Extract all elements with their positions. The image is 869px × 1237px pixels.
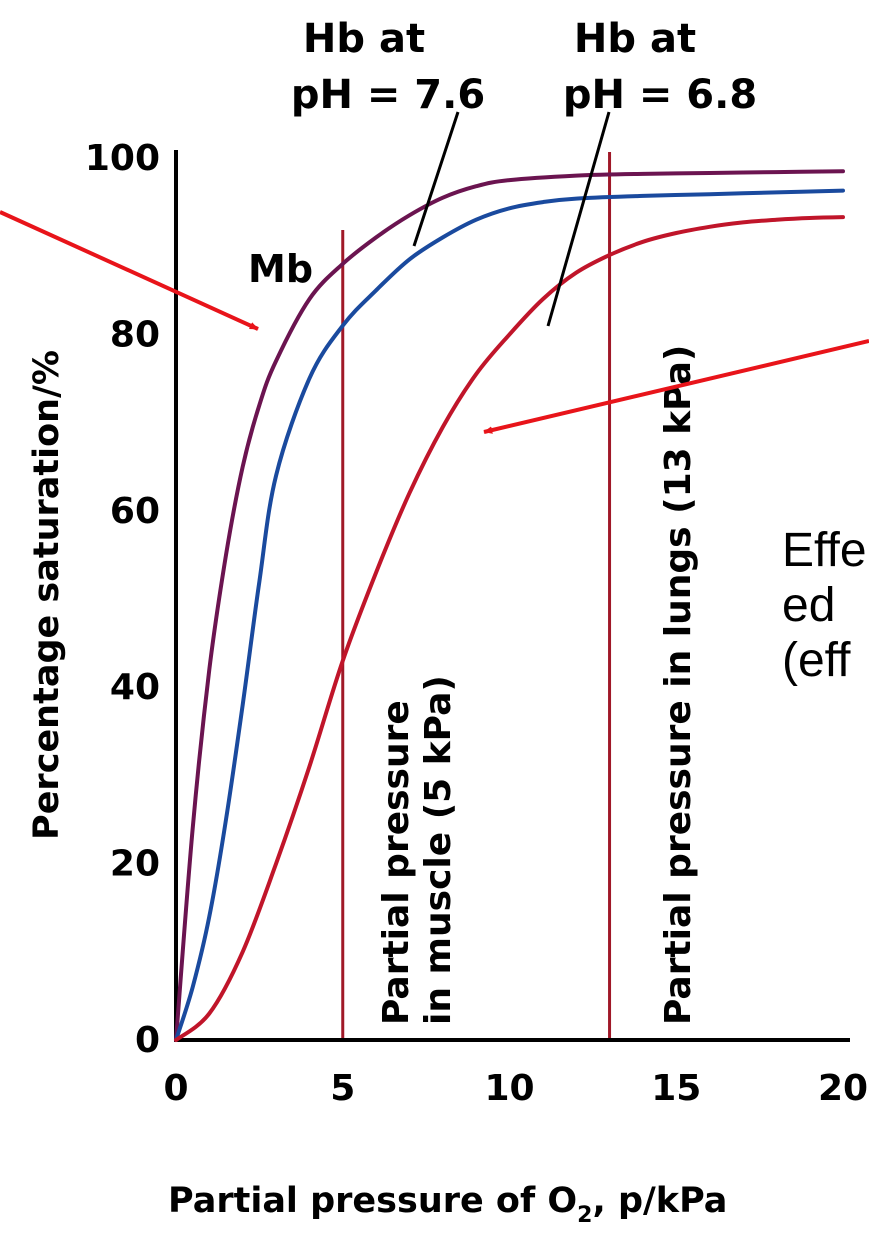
x-tick-label: 20 bbox=[818, 1068, 868, 1109]
y-tick-label: 20 bbox=[110, 844, 160, 885]
hb76-label-line2: pH = 7.6 bbox=[291, 72, 485, 118]
hb76-leader-line bbox=[412, 111, 460, 247]
x-tick-label: 10 bbox=[484, 1068, 534, 1109]
y-tick-label: 60 bbox=[110, 491, 160, 532]
x-tick-label: 0 bbox=[163, 1068, 188, 1109]
x-axis-title-main: Partial pressure of O bbox=[168, 1181, 577, 1221]
muscle-line-label-1: Partial pressure bbox=[376, 700, 417, 1025]
y-axis-title: Percentage saturation/% bbox=[27, 350, 67, 840]
hb76-label-line1: Hb at bbox=[303, 16, 425, 62]
side-text-line-2: ed bbox=[782, 579, 835, 632]
x-tick-label: 15 bbox=[651, 1068, 701, 1109]
series-line-hb-at-ph-7-6 bbox=[174, 188, 845, 1042]
reference-lines bbox=[341, 152, 612, 1040]
x-axis-title-tail: , p/kPa bbox=[592, 1181, 727, 1221]
y-tick-label: 100 bbox=[85, 138, 160, 179]
y-tick-label: 0 bbox=[135, 1020, 160, 1061]
y-tick-label: 40 bbox=[110, 667, 160, 708]
y-tick-label: 80 bbox=[110, 314, 160, 355]
x-axis-title-subscript: 2 bbox=[577, 1203, 592, 1228]
lungs-line-label: Partial pressure in lungs (13 kPa) bbox=[658, 345, 699, 1025]
x-tick-label: 5 bbox=[330, 1068, 355, 1109]
data-curves bbox=[174, 169, 845, 1042]
hb68-label-line2: pH = 6.8 bbox=[563, 72, 757, 118]
series-line-hb-at-ph-6-8 bbox=[174, 215, 845, 1042]
muscle-line-label-2: in muscle (5 kPa) bbox=[418, 675, 459, 1025]
mb-red-arrow bbox=[0, 210, 259, 331]
mb-curve-label: Mb bbox=[248, 247, 313, 291]
y-tick-labels: 0 20 40 60 80 100 bbox=[85, 138, 160, 1061]
x-axis-title: Partial pressure of O2, p/kPa bbox=[168, 1181, 727, 1228]
side-text-line-3: (eff bbox=[782, 634, 851, 687]
x-tick-labels: 0 5 10 15 20 bbox=[163, 1068, 868, 1109]
series-line-mb bbox=[174, 169, 845, 1042]
hb68-leader-line bbox=[546, 111, 611, 327]
side-text-line-1: Effe bbox=[782, 524, 867, 577]
hb68-label-line1: Hb at bbox=[574, 16, 696, 62]
hb68-red-arrow bbox=[483, 339, 869, 434]
